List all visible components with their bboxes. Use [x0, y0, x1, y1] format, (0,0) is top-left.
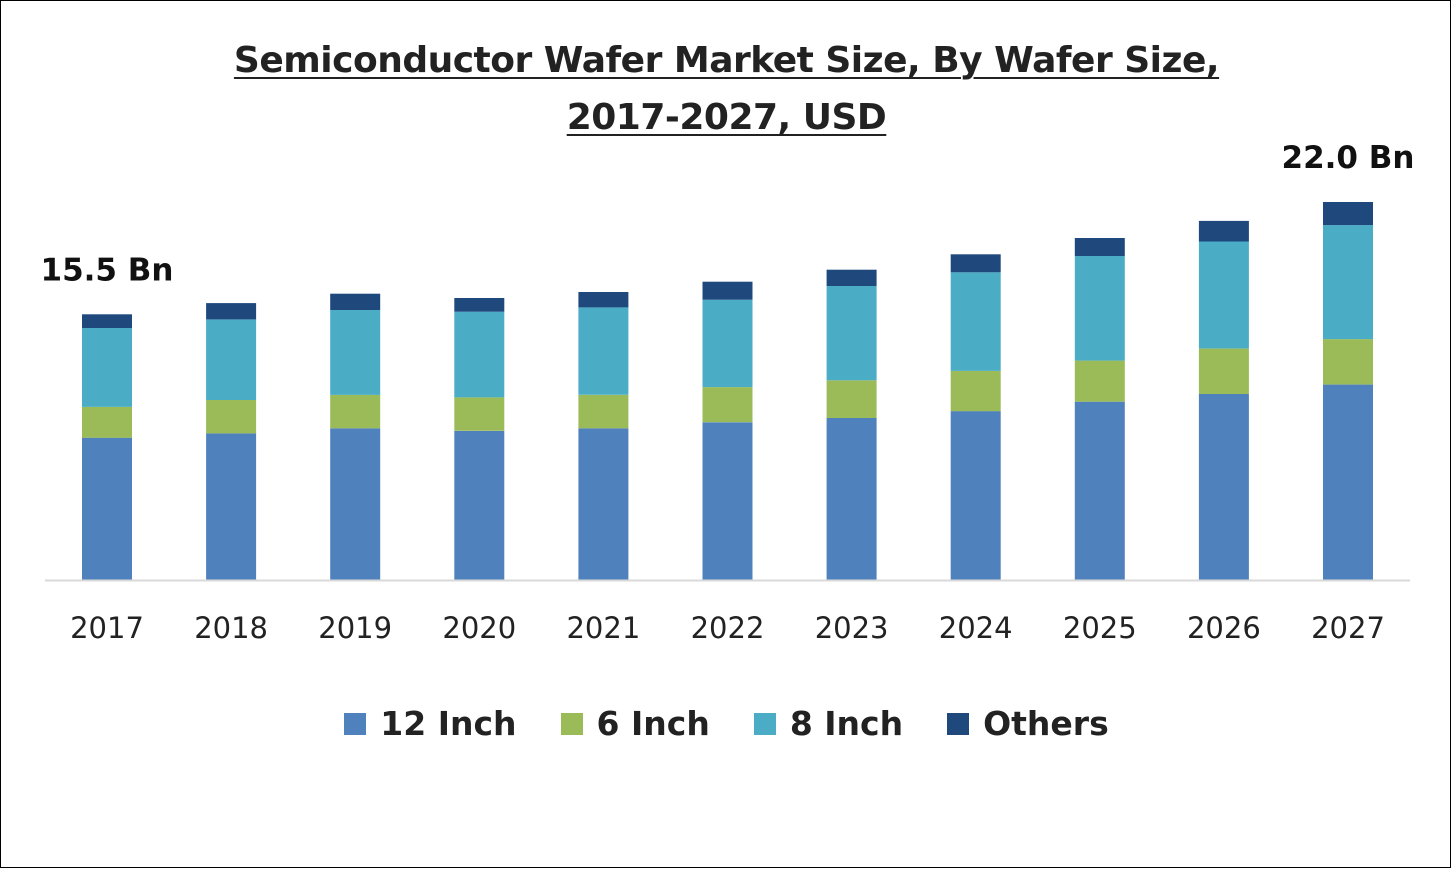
legend-swatch-8-inch — [753, 712, 776, 735]
bar-others-2019 — [330, 293, 381, 310]
bar-8-inch-2026 — [1198, 241, 1249, 349]
x-tick-label-2018: 2018 — [194, 611, 268, 645]
legend-swatch-others — [947, 712, 970, 735]
bar-8-inch-2017 — [82, 328, 132, 407]
bar-12-inch-2027 — [1323, 384, 1373, 580]
bar-8-inch-2025 — [1074, 256, 1125, 361]
bar-12-inch-2025 — [1074, 401, 1125, 580]
legend-label-8-inch: 8 Inch — [789, 704, 904, 743]
legend-label-others: Others — [983, 704, 1109, 743]
bar-others-2027 — [1323, 202, 1373, 226]
x-tick-label-2021: 2021 — [566, 611, 640, 645]
x-tick-label-2019: 2019 — [318, 611, 392, 645]
bar-12-inch-2022 — [702, 422, 753, 580]
legend-item-8-inch: 8 Inch — [753, 704, 904, 743]
x-tick-label-2026: 2026 — [1187, 611, 1261, 645]
bar-6-inch-2026 — [1198, 348, 1249, 394]
data-label-2027: 22.0 Bn — [1282, 140, 1415, 176]
bar-8-inch-2021 — [578, 307, 629, 395]
bar-12-inch-2017 — [82, 437, 132, 580]
bar-6-inch-2021 — [578, 394, 629, 429]
bar-8-inch-2027 — [1323, 225, 1373, 340]
bar-6-inch-2018 — [206, 400, 257, 434]
bar-others-2025 — [1074, 238, 1125, 256]
bar-8-inch-2018 — [206, 319, 257, 400]
bar-6-inch-2022 — [702, 387, 753, 423]
bar-6-inch-2019 — [330, 394, 381, 429]
x-tick-label-2017: 2017 — [70, 611, 144, 645]
x-tick-label-2027: 2027 — [1311, 611, 1385, 645]
bar-8-inch-2022 — [702, 299, 753, 388]
bar-6-inch-2027 — [1323, 339, 1373, 385]
bar-others-2021 — [578, 292, 629, 308]
bar-12-inch-2019 — [330, 428, 381, 580]
legend-item-12-inch: 12 Inch — [344, 704, 517, 743]
x-tick-label-2023: 2023 — [815, 611, 889, 645]
chart-legend: 12 Inch 6 Inch 8 Inch Others — [0, 704, 1453, 743]
chart-title: Semiconductor Wafer Market Size, By Wafe… — [233, 40, 1220, 81]
bar-others-2017 — [82, 314, 132, 328]
bar-others-2020 — [454, 298, 505, 312]
legend-swatch-6-inch — [560, 712, 583, 735]
bar-12-inch-2023 — [826, 418, 877, 580]
chart-subtitle: 2017-2027, USD — [566, 97, 887, 138]
bar-12-inch-2021 — [578, 428, 629, 580]
bar-6-inch-2024 — [950, 370, 1001, 412]
bar-6-inch-2023 — [826, 380, 877, 418]
bar-others-2026 — [1198, 220, 1249, 242]
bar-others-2022 — [702, 281, 753, 300]
bar-others-2024 — [950, 254, 1001, 273]
bar-8-inch-2020 — [454, 311, 505, 398]
legend-item-6-inch: 6 Inch — [560, 704, 710, 743]
bar-6-inch-2017 — [82, 406, 132, 438]
bar-6-inch-2020 — [454, 397, 505, 431]
data-label-2017: 15.5 Bn — [41, 252, 174, 288]
x-tick-label-2020: 2020 — [442, 611, 516, 645]
x-tick-label-2024: 2024 — [939, 611, 1013, 645]
bar-8-inch-2023 — [826, 286, 877, 381]
x-tick-label-2025: 2025 — [1063, 611, 1137, 645]
bar-12-inch-2020 — [454, 430, 505, 580]
bar-6-inch-2025 — [1074, 360, 1125, 402]
legend-label-12-inch: 12 Inch — [380, 704, 517, 743]
legend-swatch-12-inch — [344, 712, 367, 735]
x-tick-label-2022: 2022 — [691, 611, 765, 645]
bar-others-2023 — [826, 269, 877, 286]
bar-12-inch-2018 — [206, 433, 257, 580]
bar-12-inch-2026 — [1198, 394, 1249, 580]
bar-12-inch-2024 — [950, 411, 1001, 580]
bar-8-inch-2024 — [950, 272, 1001, 371]
bar-others-2018 — [206, 303, 257, 320]
legend-label-6-inch: 6 Inch — [596, 704, 710, 743]
legend-item-others: Others — [947, 704, 1109, 743]
bar-8-inch-2019 — [330, 310, 381, 395]
